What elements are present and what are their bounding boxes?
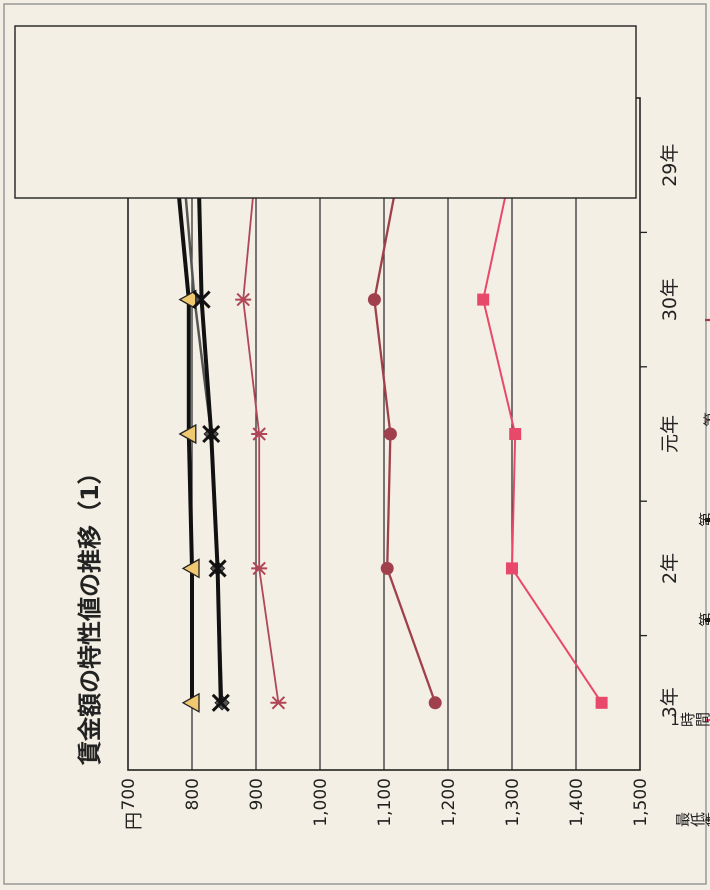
y-tick-label: 1,100 [375,778,395,827]
y-tick-label: 900 [247,778,267,810]
y-axis-ticks: 700 800 900 1,000 1,100 1,200 1,300 1,400 1,500 [119,778,651,827]
data-point [506,562,518,575]
y-tick-label: 800 [183,778,203,810]
legend-entry: 第1・20分位数 [697,611,710,629]
legend: 最低賃金額（時間額） 1時間当たり平均賃金額 第1・20分位数第1・10分位数第1・… [670,318,710,829]
y-axis-unit-label: 円 [124,812,145,830]
legend-box [14,25,637,199]
series-4 [189,156,230,712]
data-point [595,696,608,709]
data-point [202,424,221,444]
y-tick-label: 1,400 [567,778,587,827]
legend-entry: 最低賃金額（時間額） [675,811,710,829]
legend-label: 1時間当たり平均賃金額 [670,711,710,729]
data-point [208,559,227,578]
data-point [178,423,197,445]
data-point [380,561,394,575]
y-tick-label: 1,300 [503,778,523,827]
legend-label: 第1・20分位数 [697,611,710,629]
y-tick-label: 1,200 [439,778,459,827]
data-point [477,293,490,306]
data-point [181,558,200,579]
chart-title: 賃金額の特性値の推移（1） [76,460,104,766]
data-point [211,693,230,712]
data-point [178,289,197,310]
data-point [235,292,252,307]
legend-entry: 第1・10分位数 [697,511,710,529]
data-point [367,293,381,307]
data-point [428,696,442,710]
legend-entry: 第1・4分位数 [702,411,710,429]
data-point [251,427,268,441]
x-tick-label: 3年 [659,687,681,718]
x-tick-label: 元年 [659,415,681,453]
legend-label: 第1・10分位数 [697,511,710,529]
data-point [192,290,211,309]
rotated-chart: 賃金額の特性値の推移（1） 円 700 800 900 1,000 1,100 1,200… [14,25,710,830]
data-point [181,692,200,713]
legend-label: 最低賃金額（時間額） [675,811,710,829]
y-tick-label: 1,000 [311,778,331,827]
data-point [383,427,397,441]
data-point [509,428,522,440]
data-point [251,561,268,576]
y-tick-label: 700 [119,778,139,810]
legend-entry: 1時間当たり平均賃金額 [670,711,710,729]
data-point [270,696,287,710]
legend-label: 第1・4分位数 [702,411,710,429]
x-tick-label: 29年 [659,144,681,187]
x-tick-label: 30年 [659,278,681,321]
y-tick-label: 1,500 [631,778,651,827]
x-tick-label: 2年 [659,553,681,584]
